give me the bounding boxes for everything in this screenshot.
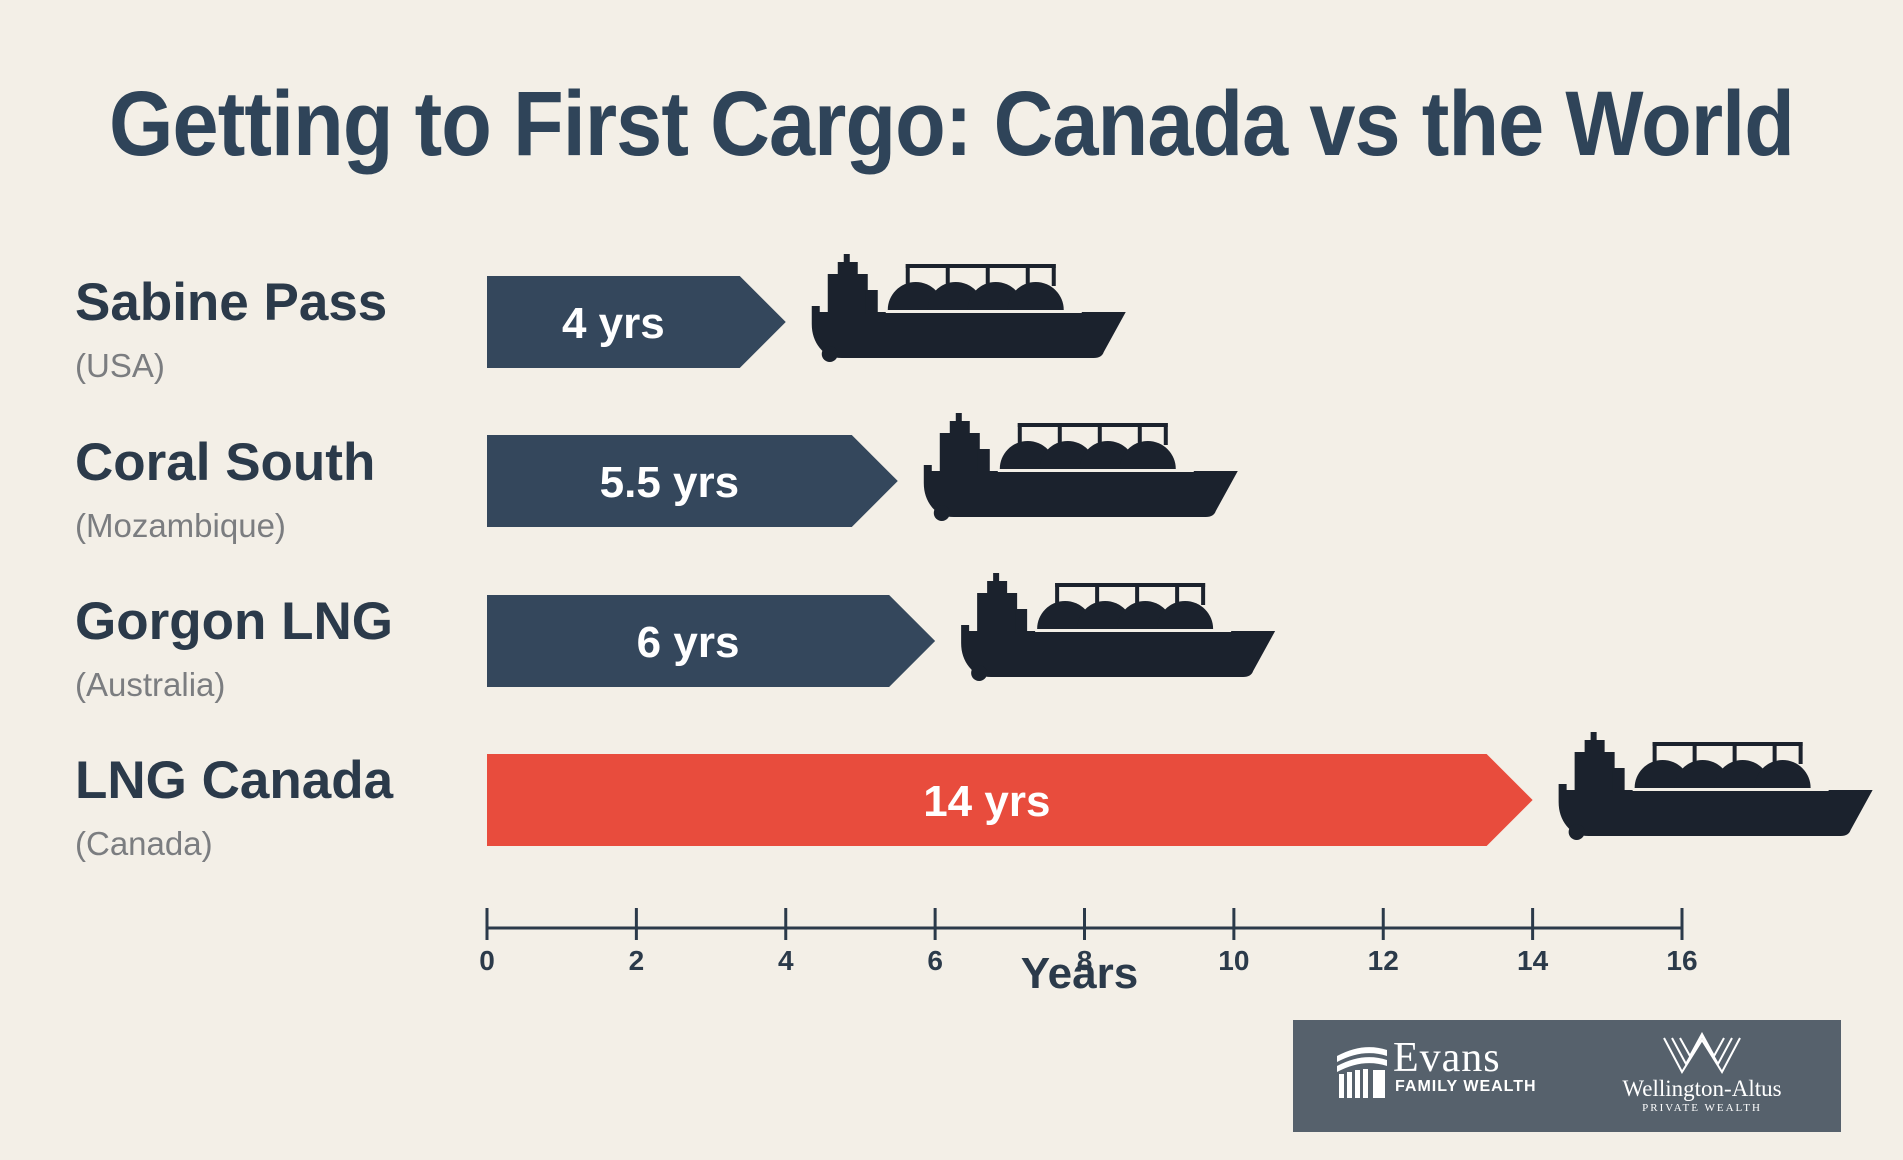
row-label-coral-south: Coral South [75,433,376,492]
sponsor-logo-panel: Evans FAMILY WEALTH Wellington-Altus PRI… [1293,1020,1841,1132]
row-sublabel-canada: (Canada) [75,825,213,862]
row-sublabel-mozambique: (Mozambique) [75,507,286,544]
bar-data-label-2: 6 yrs [637,618,740,667]
evans-columns-icon [1337,1047,1387,1098]
x-tick-label-8: 16 [1666,945,1697,976]
x-axis-title: Years [1021,949,1138,998]
bar-data-label-1: 5.5 yrs [600,458,739,507]
x-tick-label-4: 8 [1077,945,1093,976]
x-tick-label-7: 14 [1517,945,1549,976]
wellington-altus-logo-sub: PRIVATE WEALTH [1642,1102,1762,1114]
x-tick-label-5: 10 [1218,945,1249,976]
x-tick-label-6: 12 [1368,945,1399,976]
bar-data-label-3: 14 yrs [923,777,1050,826]
row-label-sabine-pass: Sabine Pass [75,273,388,332]
wellington-altus-mountain-icon [1663,1032,1741,1075]
evans-family-wealth-logo: Evans FAMILY WEALTH [1293,1020,1555,1132]
x-tick-label-3: 6 [927,945,943,976]
lng-tanker-ship-icon-0 [811,254,1126,362]
row-label-lng-canada: LNG Canada [75,751,394,810]
bar-0 [487,276,786,368]
row-label-gorgon-lng: Gorgon LNG [75,592,393,651]
chart-title: Getting to First Cargo: Canada vs the Wo… [109,73,1795,175]
bar-2 [487,595,936,687]
bar-1 [487,435,898,527]
x-tick-label-1: 2 [629,945,645,976]
lng-tanker-ship-icon-3 [1558,732,1873,840]
lng-tanker-ship-icon-2 [961,573,1276,681]
row-sublabel-australia: (Australia) [75,666,226,703]
x-tick-label-0: 0 [479,945,495,976]
row-sublabel-usa: (USA) [75,347,165,384]
x-tick-label-2: 4 [778,945,794,976]
bar-data-label-0: 4 yrs [562,299,665,348]
lng-tanker-ship-icon-1 [923,413,1238,521]
evans-logo-name: Evans [1393,1035,1501,1081]
evans-logo-sub: FAMILY WEALTH [1395,1078,1537,1095]
wellington-altus-logo-name: Wellington-Altus [1622,1076,1782,1101]
bar-3 [487,754,1533,846]
